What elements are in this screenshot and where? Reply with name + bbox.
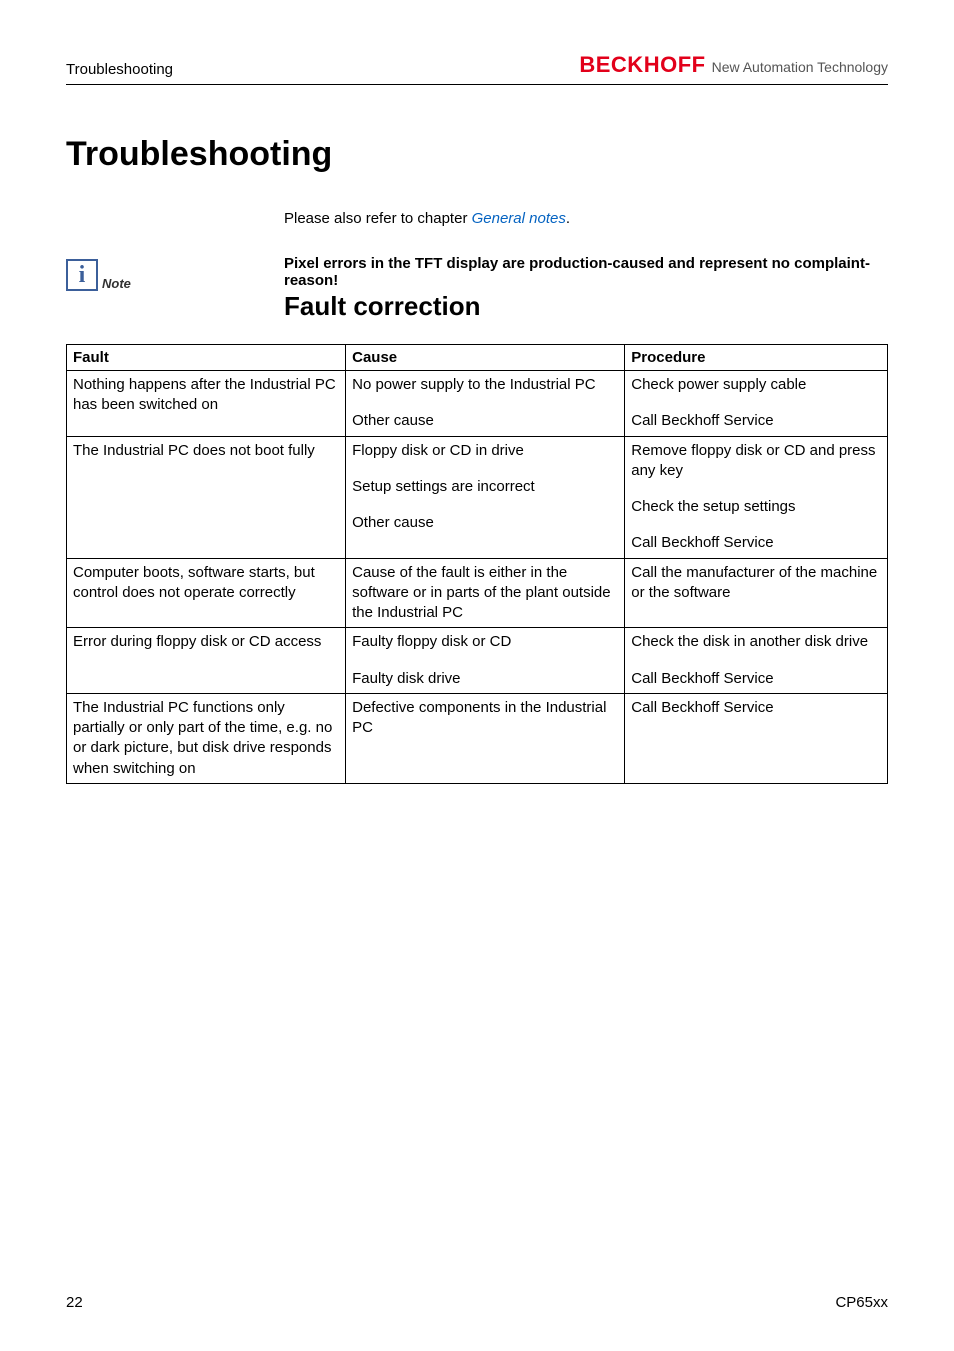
fault-table: Fault Cause Procedure Nothing happens af…	[66, 344, 888, 784]
proc-text: Check the setup settings	[631, 497, 881, 517]
cause-text: No power supply to the Industrial PC	[352, 375, 618, 395]
table-row: The Industrial PC does not boot fully Fl…	[67, 436, 888, 558]
page-number: 22	[66, 1294, 83, 1311]
cause-text: Floppy disk or CD in drive	[352, 441, 618, 461]
col-procedure: Procedure	[625, 345, 888, 371]
procedure-cell: Call the manufacturer of the machine or …	[625, 558, 888, 628]
table-row: Nothing happens after the Industrial PC …	[67, 371, 888, 437]
cause-text: Faulty disk drive	[352, 669, 618, 689]
intro-prefix: Please also refer to chapter	[284, 210, 472, 227]
logo-main: BECKHOFF	[579, 52, 705, 78]
logo-subtitle: New Automation Technology	[712, 59, 888, 75]
cause-cell: Faulty floppy disk or CD Faulty disk dri…	[346, 628, 625, 694]
page-footer: 22 CP65xx	[66, 1294, 888, 1311]
header-logo: BECKHOFF New Automation Technology	[579, 52, 888, 78]
fault-cell: Error during floppy disk or CD access	[67, 628, 346, 694]
proc-text: Call Beckhoff Service	[631, 411, 881, 431]
procedure-cell: Check power supply cable Call Beckhoff S…	[625, 371, 888, 437]
procedure-cell: Check the disk in another disk drive Cal…	[625, 628, 888, 694]
col-fault: Fault	[67, 345, 346, 371]
procedure-cell: Call Beckhoff Service	[625, 693, 888, 783]
intro-suffix: .	[566, 210, 570, 227]
cause-text: Other cause	[352, 411, 618, 431]
col-cause: Cause	[346, 345, 625, 371]
cause-cell: Defective components in the Industrial P…	[346, 693, 625, 783]
proc-text: Remove floppy disk or CD and press any k…	[631, 441, 881, 482]
fault-cell: Computer boots, software starts, but con…	[67, 558, 346, 628]
info-icon-glyph: i	[79, 263, 86, 287]
cause-cell: No power supply to the Industrial PC Oth…	[346, 371, 625, 437]
cause-cell: Cause of the fault is either in the soft…	[346, 558, 625, 628]
section-subtitle: Fault correction	[284, 291, 888, 322]
note-block: i Note Pixel errors in the TFT display a…	[66, 255, 888, 291]
content-area: Troubleshooting Please also refer to cha…	[66, 135, 888, 784]
cause-cell: Floppy disk or CD in drive Setup setting…	[346, 436, 625, 558]
cause-text: Other cause	[352, 513, 618, 533]
table-row: Error during floppy disk or CD access Fa…	[67, 628, 888, 694]
doc-id: CP65xx	[835, 1294, 888, 1311]
intro-paragraph: Please also refer to chapter General not…	[284, 210, 888, 227]
proc-text: Call Beckhoff Service	[631, 533, 881, 553]
header-section-label: Troubleshooting	[66, 61, 173, 78]
fault-cell: The Industrial PC functions only partial…	[67, 693, 346, 783]
table-row: Computer boots, software starts, but con…	[67, 558, 888, 628]
page-title: Troubleshooting	[66, 135, 888, 174]
table-header-row: Fault Cause Procedure	[67, 345, 888, 371]
page: Troubleshooting BECKHOFF New Automation …	[0, 0, 954, 1351]
general-notes-link[interactable]: General notes	[472, 210, 566, 227]
note-label: Note	[102, 276, 131, 291]
note-icon-area: i Note	[66, 255, 284, 291]
page-header: Troubleshooting BECKHOFF New Automation …	[66, 52, 888, 85]
table-row: The Industrial PC functions only partial…	[67, 693, 888, 783]
proc-text: Check power supply cable	[631, 375, 881, 395]
procedure-cell: Remove floppy disk or CD and press any k…	[625, 436, 888, 558]
note-text: Pixel errors in the TFT display are prod…	[284, 255, 888, 289]
fault-cell: Nothing happens after the Industrial PC …	[67, 371, 346, 437]
proc-text: Call Beckhoff Service	[631, 669, 881, 689]
cause-text: Faulty floppy disk or CD	[352, 632, 618, 652]
cause-text: Setup settings are incorrect	[352, 477, 618, 497]
fault-cell: The Industrial PC does not boot fully	[67, 436, 346, 558]
info-icon: i	[66, 259, 98, 291]
proc-text: Check the disk in another disk drive	[631, 632, 881, 652]
